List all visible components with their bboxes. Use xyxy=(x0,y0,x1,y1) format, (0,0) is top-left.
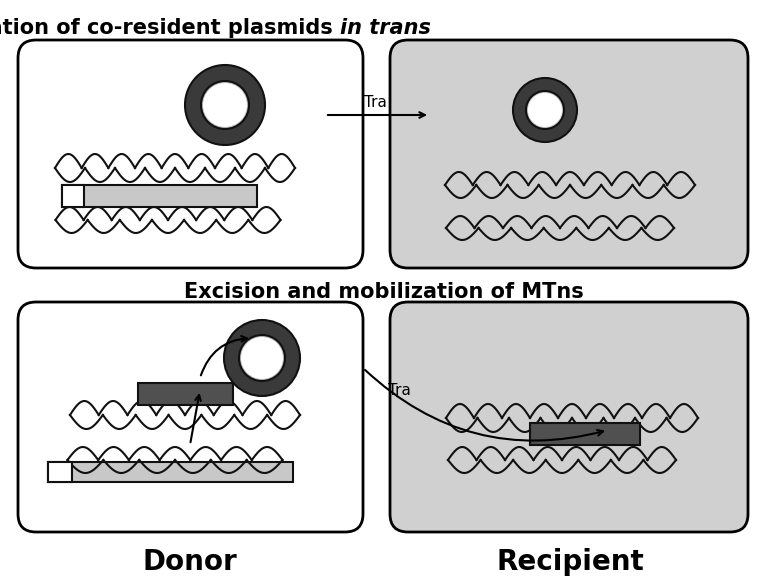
Circle shape xyxy=(513,78,577,142)
FancyBboxPatch shape xyxy=(390,40,748,268)
Circle shape xyxy=(239,335,285,381)
Text: in trans: in trans xyxy=(340,18,431,38)
FancyBboxPatch shape xyxy=(390,302,748,532)
Bar xyxy=(62,185,84,207)
FancyBboxPatch shape xyxy=(18,40,363,268)
Circle shape xyxy=(241,337,283,379)
Bar xyxy=(530,423,640,445)
Text: Donor: Donor xyxy=(143,548,237,576)
Circle shape xyxy=(185,65,265,145)
Bar xyxy=(48,462,293,482)
Circle shape xyxy=(203,83,247,127)
Bar xyxy=(62,185,257,207)
Text: Tra: Tra xyxy=(388,383,411,398)
Text: Excision and mobilization of MTns: Excision and mobilization of MTns xyxy=(184,282,584,302)
Text: Tra: Tra xyxy=(363,95,386,110)
Text: Mobilization of co-resident plasmids: Mobilization of co-resident plasmids xyxy=(0,18,340,38)
Bar xyxy=(48,462,72,482)
Bar xyxy=(138,383,233,405)
Text: Recipient: Recipient xyxy=(496,548,644,576)
Circle shape xyxy=(201,81,249,129)
Circle shape xyxy=(224,320,300,396)
FancyBboxPatch shape xyxy=(18,302,363,532)
Circle shape xyxy=(526,91,564,129)
Circle shape xyxy=(528,93,562,127)
